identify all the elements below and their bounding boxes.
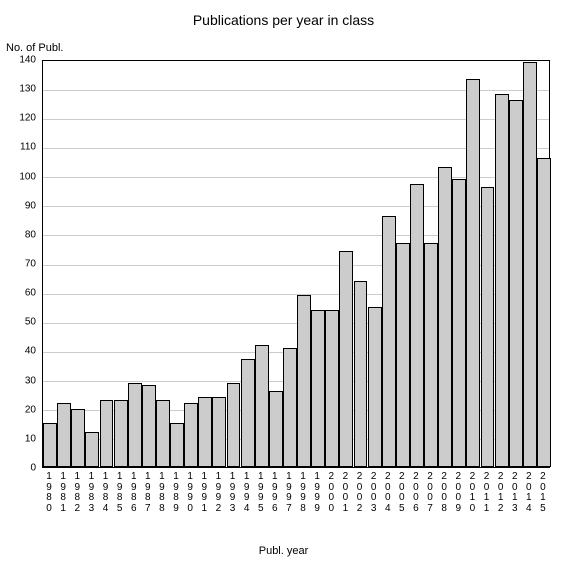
bar [495, 94, 509, 467]
bar [57, 403, 71, 467]
bar [283, 348, 297, 467]
x-tick-label: 2 0 0 7 [427, 472, 433, 514]
bar [269, 391, 283, 467]
y-tick-label: 110 [20, 142, 36, 153]
y-tick-label: 40 [25, 346, 36, 357]
x-tick-label: 1 9 8 9 [173, 472, 179, 514]
y-tick-label: 130 [19, 84, 36, 95]
x-tick-label: 2 0 0 0 [328, 472, 334, 514]
x-axis-ticks: 1 9 8 0 1 9 8 1 1 9 8 2 1 9 8 3 1 9 8 4 1 9 8… [42, 472, 550, 532]
bar [382, 216, 396, 467]
y-tick-label: 60 [25, 288, 36, 299]
bar [184, 403, 198, 467]
bar [438, 167, 452, 467]
bar [142, 385, 156, 467]
x-tick-label: 1 9 9 3 [230, 472, 236, 514]
bar [85, 432, 99, 467]
bar [114, 400, 128, 467]
x-tick-label: 2 0 1 0 [470, 472, 476, 514]
bar [452, 179, 466, 468]
x-tick-label: 1 9 9 2 [216, 472, 222, 514]
x-tick-label: 1 9 9 6 [272, 472, 278, 514]
bar [241, 359, 255, 467]
x-tick-label: 1 9 9 0 [187, 472, 193, 514]
bar-chart: Publications per year in class No. of Pu… [0, 0, 567, 567]
x-tick-label: 1 9 8 3 [89, 472, 95, 514]
y-tick-label: 70 [25, 259, 36, 270]
x-tick-label: 1 9 8 6 [131, 472, 137, 514]
x-tick-label: 1 9 8 8 [159, 472, 165, 514]
x-tick-label: 1 9 8 0 [46, 472, 52, 514]
y-tick-label: 120 [19, 113, 36, 124]
x-tick-label: 1 9 9 4 [244, 472, 250, 514]
bar [354, 281, 368, 468]
x-tick-label: 1 9 8 1 [60, 472, 66, 514]
y-tick-label: 30 [25, 375, 36, 386]
x-tick-label: 1 9 9 8 [300, 472, 306, 514]
bar [339, 251, 353, 467]
bar [424, 243, 438, 467]
x-tick-label: 2 0 1 1 [484, 472, 490, 514]
y-tick-label: 80 [25, 229, 36, 240]
bar [297, 295, 311, 467]
bar [396, 243, 410, 467]
bar [227, 383, 241, 468]
bar [523, 62, 537, 467]
y-axis-ticks: 0102030405060708090100110120130140 [0, 60, 36, 468]
x-tick-label: 2 0 1 5 [540, 472, 546, 514]
bar [128, 383, 142, 468]
x-tick-label: 1 9 8 2 [74, 472, 80, 514]
chart-title: Publications per year in class [0, 12, 567, 28]
x-tick-label: 1 9 9 9 [314, 472, 320, 514]
x-tick-label: 2 0 0 6 [413, 472, 419, 514]
x-tick-label: 2 0 0 8 [441, 472, 447, 514]
x-axis-label: Publ. year [0, 545, 567, 557]
x-tick-label: 2 0 1 2 [498, 472, 504, 514]
y-tick-label: 10 [25, 433, 36, 444]
y-tick-label: 50 [25, 317, 36, 328]
x-tick-label: 1 9 9 1 [201, 472, 207, 514]
x-tick-label: 1 9 8 4 [103, 472, 109, 514]
x-tick-label: 2 0 1 4 [526, 472, 532, 514]
y-tick-label: 90 [25, 200, 36, 211]
x-tick-label: 2 0 0 9 [455, 472, 461, 514]
bar [100, 400, 114, 467]
y-tick-label: 140 [19, 55, 36, 66]
x-tick-label: 2 0 0 3 [371, 472, 377, 514]
x-tick-label: 1 9 9 7 [286, 472, 292, 514]
bar [311, 310, 325, 467]
bar [43, 423, 57, 467]
x-tick-label: 2 0 0 2 [357, 472, 363, 514]
bar [156, 400, 170, 467]
bar [368, 307, 382, 467]
bar [481, 187, 495, 467]
plot-area [42, 60, 550, 468]
bar [537, 158, 551, 467]
bar [410, 184, 424, 467]
y-tick-label: 100 [19, 171, 36, 182]
x-tick-label: 2 0 0 4 [385, 472, 391, 514]
bar [170, 423, 184, 467]
x-tick-label: 1 9 8 7 [145, 472, 151, 514]
x-tick-label: 1 9 8 5 [117, 472, 123, 514]
bar [255, 345, 269, 467]
bar [325, 310, 339, 467]
y-axis-label: No. of Publ. [6, 42, 63, 54]
x-tick-label: 1 9 9 5 [258, 472, 264, 514]
bar [509, 100, 523, 467]
bar [198, 397, 212, 467]
bar [466, 79, 480, 467]
x-tick-label: 2 0 0 5 [399, 472, 405, 514]
bar [71, 409, 85, 467]
y-tick-label: 20 [25, 404, 36, 415]
y-tick-label: 0 [30, 463, 36, 474]
x-tick-label: 2 0 1 3 [512, 472, 518, 514]
bar [212, 397, 226, 467]
x-tick-label: 2 0 0 1 [343, 472, 349, 514]
